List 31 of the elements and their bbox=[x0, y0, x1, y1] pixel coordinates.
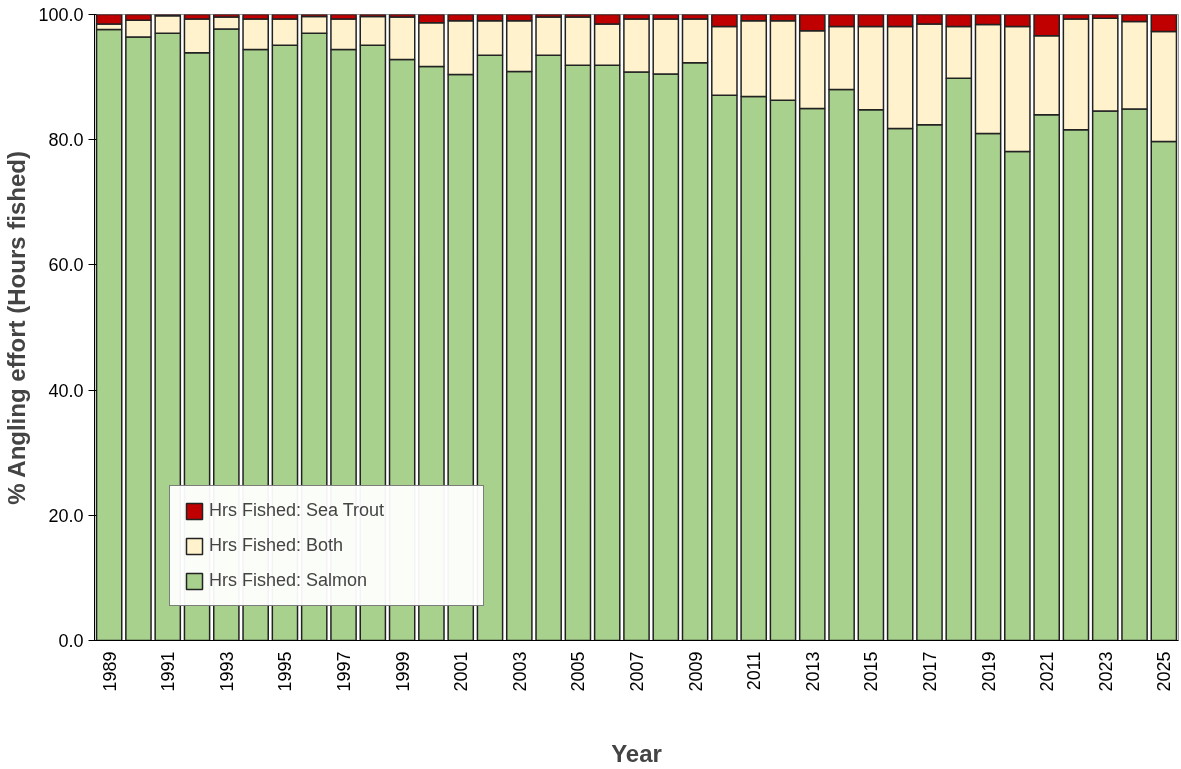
legend-label: Hrs Fished: Sea Trout bbox=[209, 500, 386, 521]
x-tick-label: 1989 bbox=[99, 651, 120, 692]
x-tick-label: 1991 bbox=[158, 651, 179, 692]
x-tick-label: 1993 bbox=[216, 651, 237, 692]
x-tick-label: 2005 bbox=[568, 651, 589, 692]
x-tick-label: 2015 bbox=[861, 651, 882, 692]
legend-label: Hrs Fished: Salmon bbox=[209, 570, 369, 591]
x-tick-label: 2025 bbox=[1154, 651, 1175, 692]
y-tick-label: 40.0 bbox=[48, 380, 84, 401]
x-tick-label: 2011 bbox=[744, 651, 765, 691]
x-tick-label: 2001 bbox=[451, 651, 472, 692]
x-tick-label: 1995 bbox=[275, 651, 296, 692]
y-tick-label: 100.0 bbox=[38, 5, 84, 25]
x-tick-label: 2021 bbox=[1037, 651, 1058, 692]
bar bbox=[95, 28, 123, 641]
x-tick-label: 2013 bbox=[802, 651, 823, 692]
y-tick-label: 20.0 bbox=[48, 505, 84, 526]
x-axis-title: Year bbox=[611, 739, 662, 767]
x-tick-label: 2019 bbox=[978, 651, 999, 692]
y-axis-title: % Angling effort (Hours fished) bbox=[3, 151, 31, 505]
x-tick-label: 2017 bbox=[919, 651, 940, 692]
x-tick-label: 1997 bbox=[334, 651, 355, 692]
x-tick-label: 2023 bbox=[1095, 651, 1116, 692]
x-tick-label: 1999 bbox=[392, 651, 413, 692]
y-tick-label: 0.0 bbox=[58, 631, 84, 651]
x-tick-label: 2009 bbox=[685, 651, 706, 692]
x-tick-label: 2007 bbox=[627, 651, 647, 692]
x-tick-label: 2003 bbox=[509, 651, 530, 692]
y-tick-label: 60.0 bbox=[48, 255, 84, 276]
legend-label: Hrs Fished: Both bbox=[209, 535, 345, 556]
y-tick-label: 80.0 bbox=[48, 130, 84, 151]
